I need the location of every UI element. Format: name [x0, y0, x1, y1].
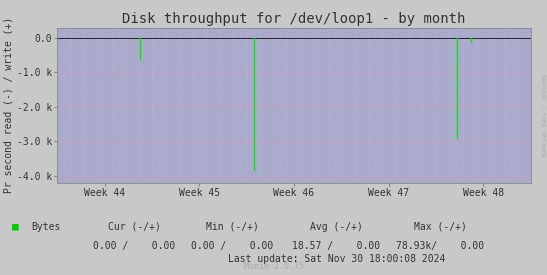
Text: 0.00 /    0.00: 0.00 / 0.00	[93, 241, 175, 251]
Title: Disk throughput for /dev/loop1 - by month: Disk throughput for /dev/loop1 - by mont…	[123, 12, 465, 26]
Text: 18.57 /    0.00: 18.57 / 0.00	[292, 241, 381, 251]
Text: Munin 2.0.75: Munin 2.0.75	[243, 262, 304, 271]
Text: Last update: Sat Nov 30 18:00:08 2024: Last update: Sat Nov 30 18:00:08 2024	[228, 254, 445, 263]
Text: Bytes: Bytes	[32, 222, 61, 232]
Text: RRDTOOL / TOBI OETIKER: RRDTOOL / TOBI OETIKER	[541, 74, 546, 157]
Y-axis label: Pr second read (-) / write (+): Pr second read (-) / write (+)	[4, 17, 14, 193]
Text: 78.93k/    0.00: 78.93k/ 0.00	[396, 241, 485, 251]
Text: 0.00 /    0.00: 0.00 / 0.00	[191, 241, 274, 251]
Text: Avg (-/+): Avg (-/+)	[310, 222, 363, 232]
Text: Max (-/+): Max (-/+)	[414, 222, 467, 232]
Text: Cur (-/+): Cur (-/+)	[108, 222, 160, 232]
Text: Min (-/+): Min (-/+)	[206, 222, 259, 232]
Text: ■: ■	[12, 222, 19, 232]
